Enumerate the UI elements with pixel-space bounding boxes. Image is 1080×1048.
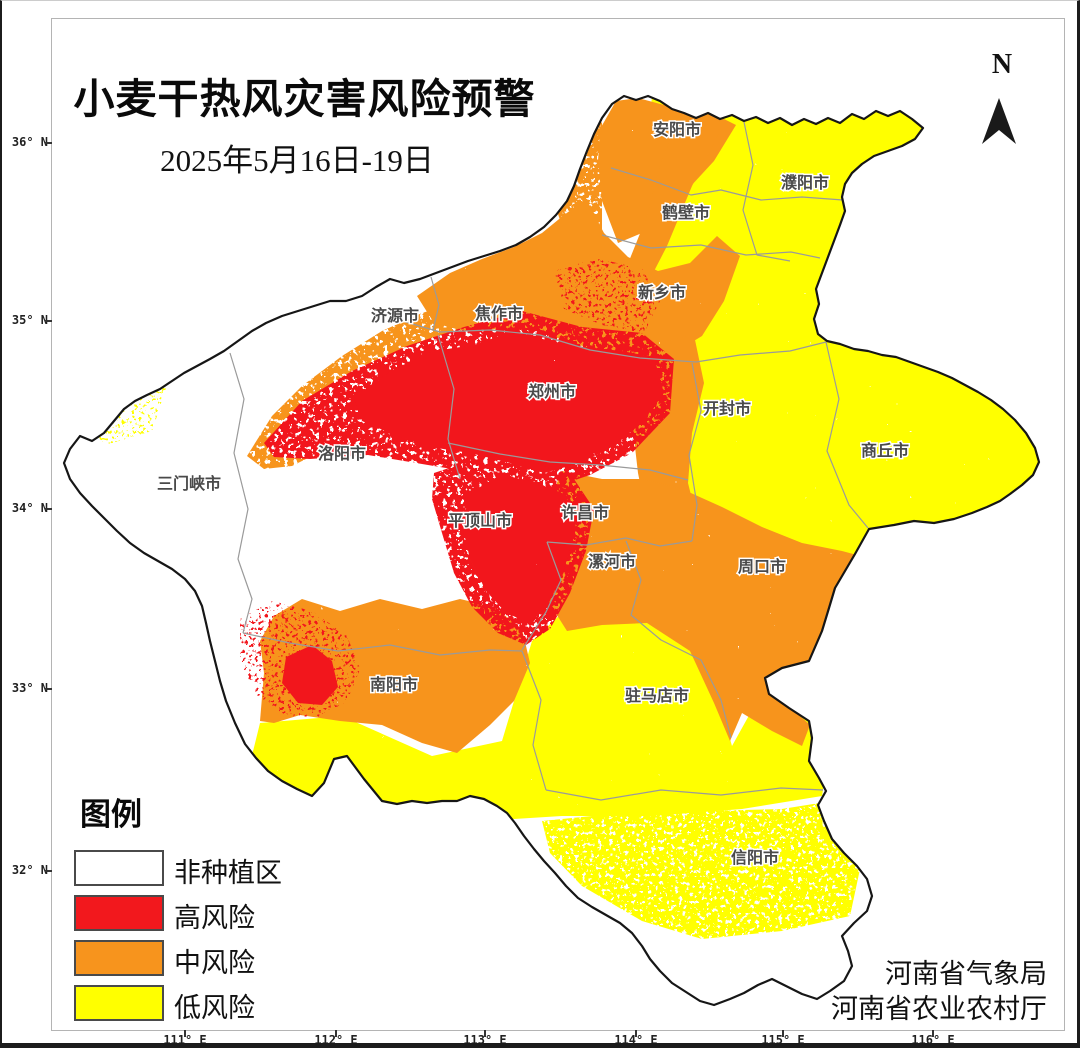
north-label: N [991, 49, 1013, 80]
longitude-tick-mark [782, 1030, 784, 1037]
city-label: 鹤壁市 [662, 203, 710, 222]
legend-swatch [74, 895, 164, 931]
north-arrow-icon [982, 98, 1016, 144]
legend-item: 高风险 [72, 893, 255, 938]
city-label: 安阳市 [653, 120, 701, 139]
legend-item: 非种植区 [72, 848, 282, 893]
legend-swatch [74, 985, 164, 1021]
credit-line-2: 河南省农业农村厅 [831, 994, 1047, 1024]
legend-label: 低风险 [174, 993, 255, 1023]
legend-title: 图例 [80, 797, 142, 832]
city-label: 周口市 [738, 557, 786, 576]
longitude-tick-label: 116° E [911, 1033, 955, 1047]
legend-item: 低风险 [72, 983, 255, 1028]
city-label: 许昌市 [561, 503, 609, 522]
city-label: 漯河市 [588, 552, 636, 571]
legend-item: 中风险 [72, 938, 255, 983]
latitude-tick-mark [45, 142, 52, 144]
longitude-tick-label: 115° E [761, 1033, 805, 1047]
city-label: 焦作市 [474, 304, 523, 323]
north-arrow: N [962, 49, 1042, 149]
legend: 图例 非种植区高风险中风险低风险 [72, 789, 282, 1028]
city-boundaries [229, 121, 869, 801]
longitude-tick-label: 112° E [314, 1033, 358, 1047]
latitude-tick-mark [45, 688, 52, 690]
credit-line-1: 河南省气象局 [885, 959, 1047, 989]
city-label: 南阳市 [370, 675, 418, 694]
latitude-tick-label: 32° N [11, 863, 48, 877]
city-label: 洛阳市 [318, 444, 366, 463]
high-risk-region [240, 259, 674, 717]
city-label: 商丘市 [861, 441, 909, 460]
city-label: 平顶山市 [448, 511, 512, 530]
latitude-tick-label: 34° N [11, 501, 48, 515]
legend-label: 非种植区 [174, 858, 282, 888]
longitude-tick-mark [484, 1030, 486, 1037]
city-label: 郑州市 [528, 382, 576, 401]
city-label: 新乡市 [638, 283, 686, 302]
longitude-tick-mark [184, 1030, 186, 1037]
date-range: 2025年5月16日-19日 [160, 143, 434, 178]
page-title: 小麦干热风灾害风险预警 [73, 76, 536, 122]
city-label: 开封市 [703, 399, 751, 418]
legend-swatch [74, 940, 164, 976]
latitude-tick-mark [45, 320, 52, 322]
longitude-tick-mark [932, 1030, 934, 1037]
legend-label: 高风险 [174, 903, 255, 933]
longitude-tick-label: 114° E [614, 1033, 658, 1047]
city-label: 驻马店市 [625, 686, 689, 705]
legend-label: 中风险 [174, 948, 255, 978]
city-label: 信阳市 [731, 848, 779, 867]
longitude-tick-mark [335, 1030, 337, 1037]
longitude-tick-mark [635, 1030, 637, 1037]
credits: 河南省气象局 河南省农业农村厅 [831, 957, 1047, 1027]
latitude-tick-label: 33° N [11, 681, 48, 695]
latitude-tick-mark [45, 508, 52, 510]
city-label: 济源市 [371, 306, 419, 325]
longitude-tick-label: 113° E [463, 1033, 507, 1047]
city-label: 濮阳市 [781, 173, 829, 192]
latitude-tick-label: 36° N [11, 135, 48, 149]
latitude-tick-label: 35° N [11, 313, 48, 327]
legend-swatch [74, 850, 164, 886]
longitude-tick-label: 111° E [163, 1033, 207, 1047]
latitude-tick-mark [45, 870, 52, 872]
city-label: 三门峡市 [157, 474, 221, 493]
